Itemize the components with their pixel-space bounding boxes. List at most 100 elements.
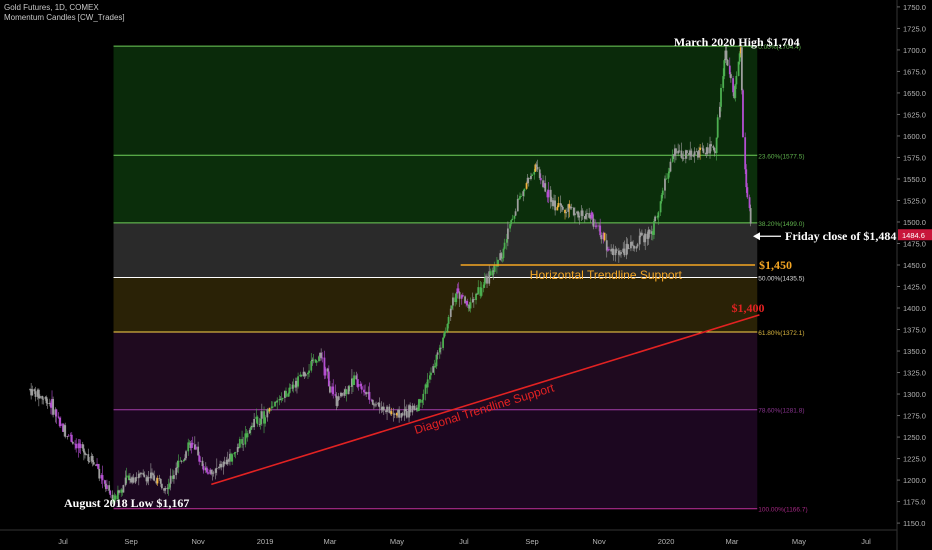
candle: [530, 175, 532, 180]
candle: [594, 225, 597, 227]
candle: [559, 203, 562, 206]
candle: [639, 232, 642, 236]
candle: [592, 218, 595, 227]
candle: [244, 433, 247, 445]
candle: [709, 144, 711, 154]
candle: [608, 249, 610, 251]
candle: [539, 177, 542, 181]
candle: [669, 161, 672, 172]
candle: [742, 90, 744, 138]
candle: [156, 478, 159, 484]
candle: [553, 200, 555, 206]
candle: [231, 454, 234, 462]
time-tick-label: Mar: [726, 537, 739, 546]
candle: [81, 444, 84, 449]
price-axis[interactable]: 1150.0 1175.0 1200.0 1225.0 1250.0 1275.0 1300…: [896, 0, 932, 550]
candle: [569, 207, 572, 209]
candle: [307, 372, 309, 375]
last-price-tag: [898, 229, 932, 241]
price-tick-label: 1600.0: [903, 132, 926, 141]
candle: [602, 232, 605, 240]
candle: [491, 270, 494, 276]
candle: [85, 454, 87, 455]
candle: [117, 490, 119, 500]
candle: [59, 423, 62, 426]
candle: [327, 371, 330, 387]
candle: [475, 293, 477, 301]
candle: [109, 490, 112, 495]
candle: [568, 204, 571, 209]
candle: [145, 477, 148, 482]
candle: [275, 401, 278, 403]
candle: [626, 243, 629, 250]
candle: [246, 433, 249, 438]
candle: [681, 157, 684, 159]
candle: [439, 347, 442, 349]
candle: [661, 190, 664, 195]
candle: [738, 53, 741, 62]
candle: [580, 210, 583, 216]
candle: [175, 467, 178, 476]
candle: [520, 196, 522, 197]
candle: [131, 477, 134, 483]
candle: [586, 213, 588, 215]
candle: [704, 152, 707, 154]
candle: [236, 447, 239, 453]
candle: [270, 406, 273, 408]
candle: [435, 354, 438, 367]
fib-zone-4: [113, 332, 758, 410]
candle: [147, 477, 150, 479]
candle: [550, 200, 553, 202]
candle: [152, 473, 154, 476]
candle: [573, 213, 576, 216]
candle: [304, 374, 307, 376]
candle: [182, 459, 185, 462]
fib-label-0: 0.00%(1704.4): [758, 44, 801, 51]
candle: [45, 397, 48, 404]
diagonal-support-line: [211, 314, 760, 486]
candle: [546, 191, 549, 198]
candle: [74, 443, 76, 445]
candle: [201, 460, 204, 467]
candle: [425, 384, 428, 388]
candles: [29, 45, 752, 506]
candle: [302, 371, 305, 377]
candle: [278, 399, 281, 401]
candle: [108, 485, 111, 491]
fib-zone-5: [113, 409, 758, 509]
candle: [486, 276, 488, 284]
candle: [471, 299, 474, 303]
fib-zone-0: [113, 46, 758, 156]
candle: [620, 252, 622, 254]
candle: [527, 177, 530, 180]
candle: [365, 392, 368, 395]
candle: [280, 398, 283, 400]
candle: [446, 323, 449, 332]
fib-label-3: 50.00%(1435.5): [758, 275, 804, 282]
candle: [223, 461, 226, 465]
candle: [712, 146, 715, 148]
price-tick-label: 1300.0: [903, 390, 926, 399]
candle: [210, 469, 213, 474]
time-axis[interactable]: Jul Sep Nov 2019 Mar May Jul Sep Nov 2020 Mar May Ju…: [0, 529, 897, 546]
candle: [374, 404, 376, 406]
candle: [249, 427, 252, 431]
candle: [502, 248, 505, 258]
candle: [95, 464, 97, 466]
candle: [111, 494, 114, 499]
candle: [352, 378, 354, 386]
candle: [44, 397, 47, 399]
fib-label-1: 23.60%(1577.5): [758, 153, 804, 160]
candle: [673, 148, 676, 157]
candle: [30, 389, 33, 396]
candle: [345, 389, 348, 395]
candle: [733, 92, 736, 98]
candle: [318, 356, 320, 362]
candle: [372, 404, 375, 406]
candle: [591, 212, 594, 219]
price-tick-label: 1175.0: [903, 498, 925, 507]
friday-close-label: Friday close of $1,484: [785, 229, 896, 243]
candle: [477, 287, 480, 294]
candle: [428, 375, 431, 380]
